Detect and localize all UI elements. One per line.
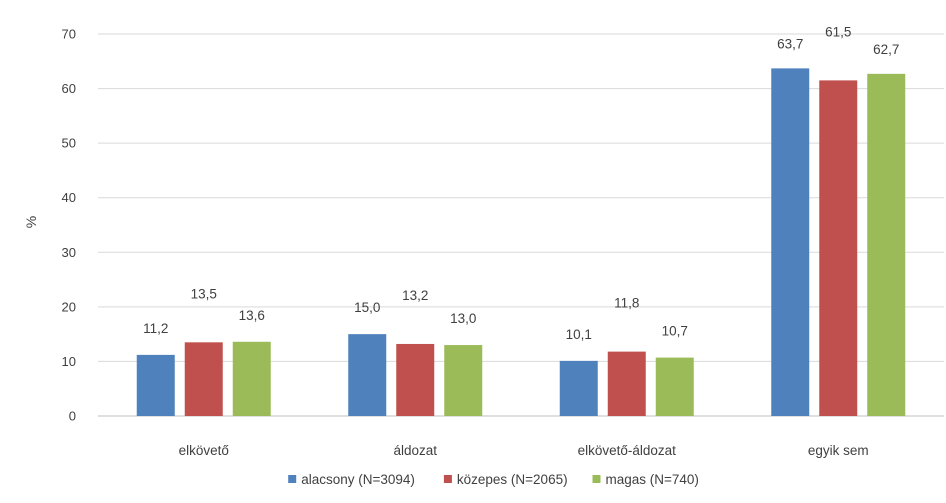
x-category-label: elkövető (179, 443, 229, 458)
y-tick-label: 40 (62, 190, 76, 205)
data-label: 13,6 (239, 308, 265, 323)
bar (444, 345, 483, 416)
y-tick-label: 60 (62, 81, 76, 96)
y-axis-ticks: 0 10 20 30 40 50 60 70 (62, 27, 76, 424)
legend-label: alacsony (N=3094) (301, 472, 415, 487)
data-label: 15,0 (354, 300, 380, 315)
y-tick-label: 30 (62, 245, 76, 260)
bar (771, 68, 810, 416)
x-category-label: egyik sem (808, 443, 869, 458)
data-label: 62,7 (873, 42, 899, 57)
bar (607, 351, 646, 416)
bar (184, 342, 223, 416)
legend-swatch (443, 475, 452, 483)
y-axis-title: % (23, 216, 39, 228)
bar (232, 341, 271, 416)
legend-swatch (592, 475, 601, 483)
x-category-label: áldozat (393, 443, 437, 458)
data-label: 13,5 (191, 286, 217, 301)
legend-label: közepes (N=2065) (457, 472, 568, 487)
y-tick-label: 20 (62, 299, 76, 314)
bar (348, 334, 387, 416)
bar (819, 80, 858, 416)
gridlines (98, 33, 944, 417)
bar (655, 357, 694, 416)
legend-swatch (288, 475, 297, 483)
bar (396, 343, 435, 416)
data-label: 11,8 (614, 296, 639, 311)
y-tick-label: 10 (62, 354, 76, 369)
data-label: 63,7 (777, 36, 803, 51)
data-labels: 11,2 13,5 13,6 15,0 13,2 13,0 10,1 11,8 10,7 63,7… (143, 24, 899, 341)
data-label: 10,1 (566, 327, 592, 342)
y-tick-label: 0 (69, 409, 76, 424)
bars (136, 68, 906, 416)
x-category-label: elkövető-áldozat (578, 443, 677, 458)
data-label: 11,2 (143, 321, 168, 336)
bar (559, 360, 598, 416)
legend-label: magas (N=740) (606, 472, 699, 487)
data-label: 13,2 (402, 288, 428, 303)
bar (867, 73, 906, 416)
data-label: 13,0 (450, 311, 476, 326)
x-axis-categories: elkövető áldozat elkövető-áldozat egyik sem (179, 443, 869, 458)
data-label: 61,5 (825, 24, 851, 39)
bar (136, 354, 175, 416)
legend: alacsony (N=3094) közepes (N=2065) magas (… (288, 472, 699, 487)
data-label: 10,7 (662, 324, 688, 339)
y-tick-label: 70 (62, 27, 76, 42)
y-tick-label: 50 (62, 136, 76, 151)
